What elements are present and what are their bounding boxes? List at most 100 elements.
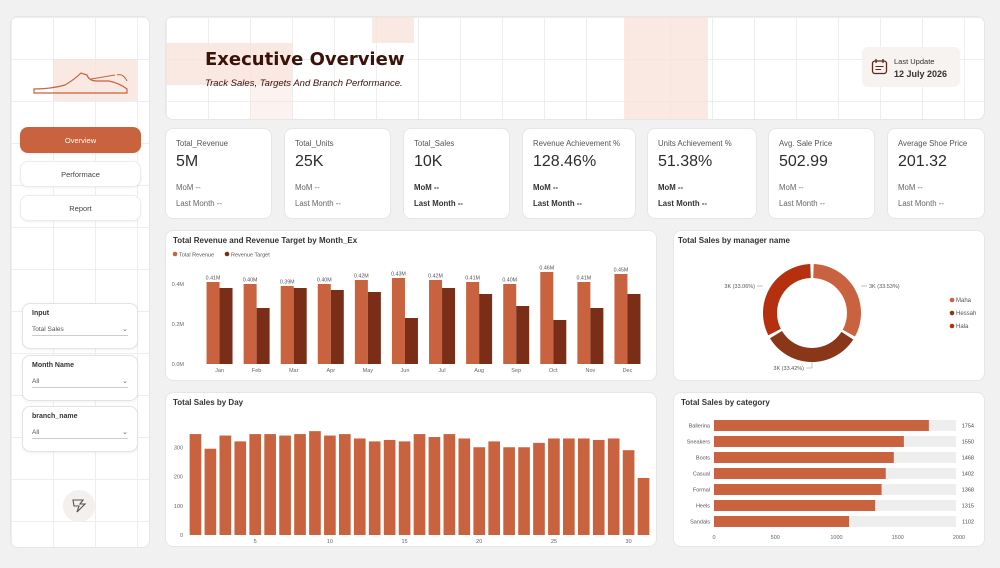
sales-by-category-svg: Ballerina 1754 Sneakers 1550 Boots 1468 Casual…: [687, 420, 974, 541]
day-bar: [428, 437, 441, 535]
y-tick-label: 0.0M: [172, 362, 185, 368]
kpi-label: Average Shoe Price: [898, 139, 968, 148]
input-dropdown[interactable]: Total Sales ⌄: [32, 323, 128, 336]
x-tick-label: Aug: [474, 368, 484, 374]
day-bar: [503, 447, 515, 535]
category-label: Formal: [693, 488, 710, 494]
revenue-target-chart: Total Revenue and Revenue Target by Mont…: [165, 230, 657, 381]
x-tick-label: 1500: [892, 535, 904, 541]
value-label: 1550: [962, 440, 974, 446]
bar-revenue: [577, 282, 591, 364]
revenue-target-svg: Total Revenue Revenue Target 0.0M 0.2M 0.4M 0…: [172, 251, 641, 374]
nav-overview-button[interactable]: Overview: [20, 127, 141, 153]
legend-label: Maha: [956, 298, 972, 304]
kpi-value: 502.99: [779, 153, 828, 170]
kpi-mom: MoM --: [898, 183, 923, 192]
bar-revenue: [317, 284, 331, 364]
x-tick-label: 20: [476, 539, 482, 545]
header-tint: [166, 43, 292, 85]
filter-branch: branch_name All ⌄: [22, 406, 138, 452]
bar-target: [516, 306, 530, 364]
day-bar: [324, 435, 336, 535]
calendar-icon: [871, 59, 888, 75]
bar-revenue: [391, 278, 405, 364]
x-tick-label: Apr: [327, 368, 336, 374]
day-bar: [488, 441, 501, 535]
kpi-card-units-achievement: Units Achievement % 51.38% MoM -- Last M…: [647, 128, 757, 219]
x-tick-label: 5: [254, 539, 257, 545]
kpi-last-month: Last Month --: [414, 199, 463, 208]
x-tick-label: 0: [712, 535, 715, 541]
kpi-value: 5M: [176, 153, 199, 170]
kpi-card-avg-shoe-price: Average Shoe Price 201.32 MoM -- Last Mo…: [887, 128, 985, 219]
slice-label: 3K (33.06%): [724, 284, 755, 290]
month-dropdown[interactable]: All ⌄: [32, 375, 128, 388]
data-label: 0.43M: [391, 272, 406, 278]
filter-month: Month Name All ⌄: [22, 355, 138, 401]
nav-report-button[interactable]: Report: [20, 195, 141, 221]
day-bar: [383, 439, 396, 535]
x-tick-label: Nov: [585, 368, 595, 374]
bar-target: [479, 294, 493, 364]
bar-revenue: [206, 282, 220, 364]
day-bar: [398, 441, 411, 535]
sales-by-day-chart: Total Sales by Day 0 100 200 300 5 10 15 20 25 30: [165, 392, 657, 547]
day-bar: [622, 450, 635, 535]
bar-revenue: [503, 284, 517, 364]
filter-input: Input Total Sales ⌄: [22, 303, 138, 349]
kpi-mom: MoM --: [779, 183, 804, 192]
y-tick-label: 0.2M: [172, 322, 185, 328]
data-label: 0.41M: [465, 276, 480, 282]
x-tick-label: 15: [402, 539, 408, 545]
manager-sales-chart: Total Sales by manager name 3K (33.53%) 3…: [673, 230, 985, 381]
value-label: 1468: [962, 456, 974, 462]
data-label: 0.46M: [539, 266, 554, 272]
data-label: 0.40M: [502, 278, 517, 284]
legend-label: Hala: [956, 324, 969, 330]
category-label: Casual: [693, 472, 710, 478]
slice-label: 3K (33.42%): [773, 366, 804, 372]
kpi-card-avg-sale-price: Avg. Sale Price 502.99 MoM -- Last Month…: [768, 128, 875, 219]
value-label: 1102: [962, 520, 974, 526]
kpi-value: 10K: [414, 153, 443, 170]
x-tick-label: 1000: [830, 535, 842, 541]
nav-performance-button[interactable]: Performace: [20, 161, 141, 187]
legend-marker: [949, 323, 955, 329]
page-title: Executive Overview: [205, 49, 405, 70]
x-tick-label: Mar: [289, 368, 299, 374]
data-label: 0.39M: [280, 280, 295, 286]
legend-marker: [949, 310, 955, 316]
day-bar: [294, 434, 306, 535]
day-bar: [249, 434, 262, 535]
x-tick-label: 25: [551, 539, 557, 545]
kpi-label: Total_Units: [295, 139, 334, 148]
last-update-box: Last Update 12 July 2026: [862, 47, 960, 87]
kpi-card-total-units: Total_Units 25K MoM -- Last Month --: [284, 128, 391, 219]
chart-title: Total Sales by category: [681, 398, 770, 407]
category-label: Ballerina: [689, 424, 711, 430]
x-tick-label: Jul: [439, 368, 446, 374]
power-bi-icon[interactable]: [63, 490, 95, 522]
y-tick-label: 0.4M: [172, 282, 185, 288]
bar-target: [219, 288, 233, 364]
legend-label-target: Revenue Target: [231, 253, 270, 259]
bar-target: [404, 318, 418, 364]
day-bar: [204, 448, 217, 535]
donut-slice: [813, 264, 861, 337]
day-bar: [338, 434, 351, 535]
day-bar: [458, 438, 471, 535]
chevron-down-icon: ⌄: [122, 378, 128, 385]
branch-dropdown[interactable]: All ⌄: [32, 426, 128, 439]
bar-target: [442, 288, 456, 364]
y-tick-label: 300: [174, 445, 183, 451]
kpi-mom: MoM --: [414, 183, 440, 192]
kpi-last-month: Last Month --: [533, 199, 582, 208]
sales-by-day-svg: 0 100 200 300 5 10 15 20 25 30: [174, 431, 650, 545]
bar-revenue: [243, 284, 257, 364]
chevron-down-icon: ⌄: [122, 429, 128, 436]
bar-revenue: [354, 280, 368, 364]
bar-target: [330, 290, 344, 364]
kpi-card-revenue-achievement: Revenue Achievement % 128.46% MoM -- Las…: [522, 128, 636, 219]
filter-label: branch_name: [32, 413, 78, 420]
day-bar: [473, 447, 486, 535]
